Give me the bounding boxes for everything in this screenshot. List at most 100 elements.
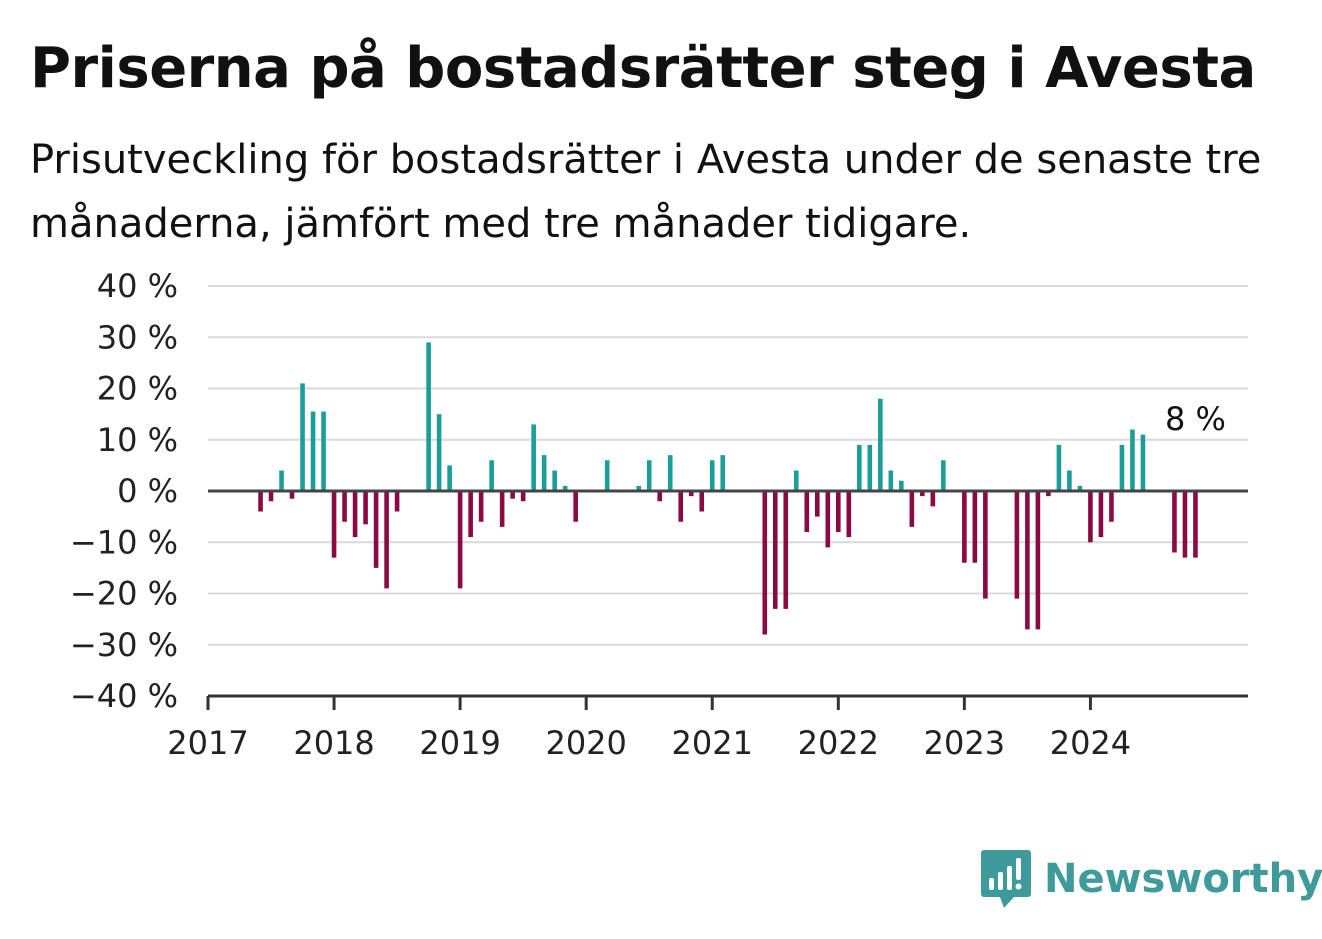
bar: [793, 470, 799, 491]
bar: [300, 383, 305, 492]
y-tick-label: 0 %: [117, 472, 178, 510]
bar: [1130, 429, 1135, 491]
bar: [962, 491, 967, 563]
x-tick-label: 2021: [672, 724, 753, 762]
bar: [972, 491, 978, 563]
x-tick-label: 2020: [545, 724, 626, 762]
x-tick-label: 2017: [167, 724, 248, 762]
bar: [667, 455, 673, 492]
y-tick-label: 20 %: [97, 370, 178, 408]
bar: [941, 460, 946, 491]
y-tick-label: −30 %: [70, 626, 178, 664]
y-tick-label: −10 %: [70, 523, 178, 561]
bar: [825, 491, 831, 548]
bar: [384, 491, 389, 589]
x-tick-label: 2023: [924, 724, 1005, 762]
bar: [772, 491, 778, 609]
bar: [1098, 491, 1104, 538]
bar: [321, 411, 326, 491]
bar: [899, 480, 904, 491]
y-tick-label: −20 %: [70, 575, 178, 613]
bar: [1035, 491, 1041, 630]
bar: [983, 491, 988, 599]
brand-name: Newsworthy: [1044, 856, 1322, 902]
bar: [920, 491, 925, 497]
bar: [489, 460, 494, 491]
x-tick-label: 2022: [798, 724, 879, 762]
chart-subtitle: Prisutveckling för bostadsrätter i Avest…: [30, 137, 1262, 247]
x-axis-ticks: 2017 2018 2019 2020 2021 2022 2023 2024: [167, 696, 1131, 762]
bar: [909, 491, 915, 527]
x-tick-label: 2018: [293, 724, 374, 762]
bar: [846, 491, 852, 538]
bar: [1119, 444, 1125, 492]
bar: [331, 491, 337, 558]
bar: [552, 470, 557, 491]
bar: [762, 491, 768, 635]
bar: [867, 444, 873, 492]
bar: [888, 470, 894, 491]
bar: [1046, 491, 1051, 497]
bar: [342, 491, 347, 522]
bar: [268, 491, 274, 502]
bar: [457, 491, 463, 589]
bar: [1140, 434, 1146, 492]
bar: [1014, 491, 1020, 599]
bar: [373, 491, 379, 568]
bar: [352, 491, 358, 538]
bar: [1067, 470, 1072, 491]
bar: [289, 491, 295, 499]
x-tick-label: 2024: [1050, 724, 1131, 762]
bar: [426, 342, 431, 492]
bar: [258, 491, 263, 512]
bar: [573, 491, 578, 522]
bar: [657, 491, 663, 502]
y-tick-label: 40 %: [97, 267, 178, 305]
bar: [1077, 485, 1083, 492]
bar: [499, 491, 505, 527]
bar: [1056, 444, 1062, 492]
bar: [520, 491, 526, 502]
bar: [447, 465, 452, 492]
bar: [836, 491, 841, 532]
bar: [1109, 491, 1114, 522]
annotations: 8 %: [1165, 400, 1226, 438]
bar: [1193, 491, 1198, 558]
bar: [720, 455, 726, 492]
bar: [541, 455, 547, 492]
bar: [709, 460, 715, 491]
bar: [1088, 491, 1093, 543]
bar: [804, 491, 810, 532]
bar: [857, 444, 862, 492]
bar: [310, 411, 316, 491]
bar: [478, 491, 484, 522]
bar: [279, 470, 284, 491]
y-tick-label: 30 %: [97, 318, 178, 356]
bar: [646, 460, 652, 491]
bar: [436, 414, 442, 492]
bar: [930, 491, 936, 507]
x-tick-label: 2019: [419, 724, 500, 762]
bar: [678, 491, 684, 522]
bar: [1025, 491, 1030, 630]
bar: [1182, 491, 1188, 558]
bars: [258, 342, 1198, 635]
newsworthy-logo-icon: [981, 850, 1031, 908]
bar: [531, 424, 536, 492]
bar: [783, 491, 789, 609]
gridlines: [208, 285, 1248, 646]
bar: [699, 491, 705, 512]
y-tick-label: −40 %: [70, 677, 178, 715]
y-axis-ticks: 40 % 30 % 20 % 10 % 0 % −10 % −20 % −30 % −40 %: [70, 267, 178, 715]
y-tick-label: 10 %: [97, 421, 178, 459]
chart-title: Priserna på bostadsrätter steg i Avesta: [30, 36, 1256, 101]
bar: [562, 485, 568, 492]
bar: [878, 398, 883, 491]
bar: [604, 460, 610, 491]
bar: [688, 491, 694, 497]
bar: [1172, 491, 1177, 553]
bar: [814, 491, 820, 517]
newsworthy-logo: Newsworthy: [980, 848, 1322, 910]
bar: [363, 491, 368, 525]
